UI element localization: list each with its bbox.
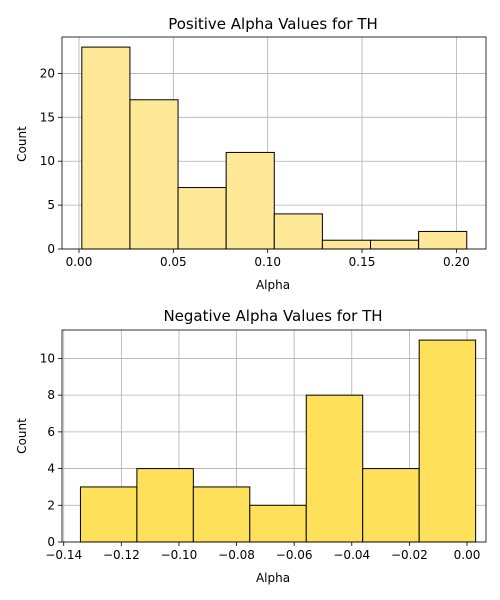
y-tick-label: 0: [47, 535, 55, 549]
y-tick-label: 10: [40, 154, 55, 168]
histogram-bar: [362, 468, 420, 543]
y-tick-label: 6: [47, 425, 55, 439]
histogram-bar: [177, 187, 227, 250]
x-axis-label: Alpha: [256, 278, 290, 292]
negative-alpha-histogram: Negative Alpha Values for TH Alpha Count…: [15, 307, 487, 585]
histogram-bar: [81, 46, 131, 250]
x-tick-label: 0.05: [160, 255, 187, 269]
x-tick-label: 0.20: [443, 255, 470, 269]
y-tick-label: 4: [47, 462, 55, 476]
histogram-bar: [321, 239, 372, 250]
y-tick-label: 5: [47, 198, 55, 212]
y-tick-label: 2: [47, 498, 55, 512]
x-tick-label: 0.00: [66, 255, 93, 269]
histogram-bar: [249, 504, 307, 543]
chart-title: Negative Alpha Values for TH: [163, 307, 382, 325]
histogram-bar: [370, 239, 420, 250]
chart-title: Positive Alpha Values for TH: [168, 15, 378, 33]
positive-alpha-histogram: Positive Alpha Values for TH Alpha Count…: [15, 15, 487, 292]
histogram-bar: [225, 151, 275, 250]
x-ticks: −0.14 −0.12 −0.10 −0.08 −0.06 −0.04 −0.02 0.00: [45, 542, 480, 562]
y-tick-label: 10: [40, 351, 55, 365]
x-tick-label: 0.15: [349, 255, 376, 269]
histogram-bar: [273, 213, 323, 250]
histogram-bar: [79, 486, 138, 543]
histogram-bar: [192, 486, 251, 543]
x-tick-label: 0.00: [454, 548, 481, 562]
x-tick-label: −0.04: [333, 548, 370, 562]
x-tick-label: −0.10: [161, 548, 198, 562]
plot-frame: [61, 36, 487, 250]
x-tick-label: 0.10: [254, 255, 281, 269]
y-ticks: 0 2 4 6 8 10: [40, 351, 62, 549]
bars: [81, 46, 468, 250]
y-axis-label: Count: [15, 126, 29, 162]
x-tick-label: −0.12: [103, 548, 140, 562]
histogram-bar: [418, 230, 468, 250]
plot-frame: [61, 329, 487, 543]
x-tick-label: −0.08: [218, 548, 255, 562]
histogram-bar: [136, 468, 194, 543]
x-ticks: 0.00 0.05 0.10 0.15 0.20: [66, 249, 470, 269]
y-tick-label: 15: [40, 110, 55, 124]
x-tick-label: −0.02: [391, 548, 428, 562]
histogram-bar: [129, 99, 179, 250]
y-ticks: 0 5 10 15 20: [40, 66, 62, 256]
x-axis-label: Alpha: [256, 571, 290, 585]
x-tick-label: −0.06: [276, 548, 313, 562]
y-tick-label: 8: [47, 388, 55, 402]
histogram-bar: [305, 394, 364, 543]
y-tick-label: 20: [40, 66, 55, 80]
y-axis-label: Count: [15, 418, 29, 454]
bars: [79, 339, 477, 543]
y-tick-label: 0: [47, 242, 55, 256]
histogram-bar: [418, 339, 477, 543]
x-tick-label: −0.14: [45, 548, 82, 562]
